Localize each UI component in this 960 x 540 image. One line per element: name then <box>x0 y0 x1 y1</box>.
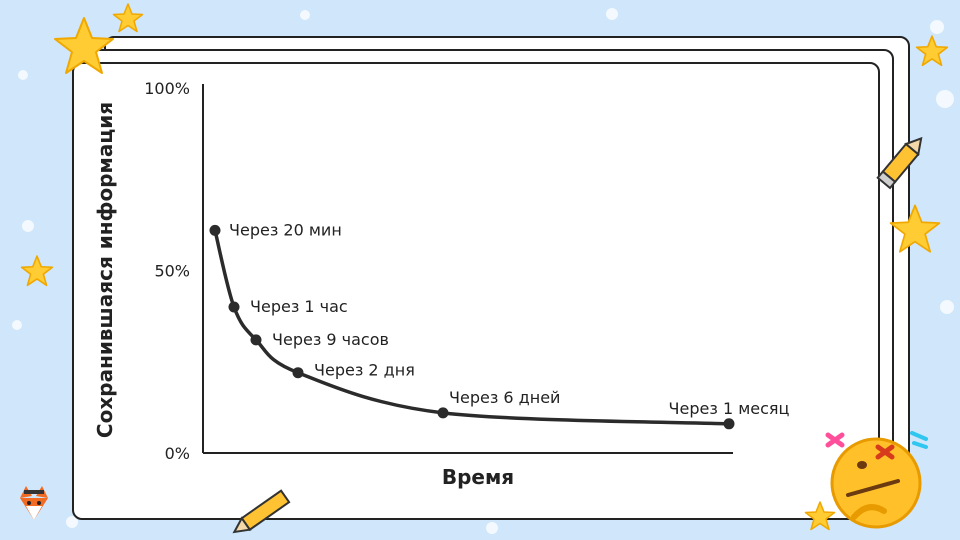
bg-dot <box>12 320 22 330</box>
star-icon <box>915 35 949 67</box>
bg-dot <box>22 220 34 232</box>
data-point-label: Через 20 мин <box>229 220 342 239</box>
bg-dot <box>66 516 78 528</box>
data-point <box>292 367 304 379</box>
pencil-icon <box>232 489 291 534</box>
star-icon <box>804 501 836 531</box>
pencil-icon <box>876 136 923 190</box>
x-axis-label: Время <box>442 465 514 489</box>
bg-dot <box>930 20 944 34</box>
data-point <box>437 407 449 419</box>
data-point-label: Через 6 дней <box>449 388 560 407</box>
confused-emoji-icon <box>825 431 928 529</box>
star-icon <box>889 204 941 253</box>
y-tick-label: 50% <box>154 262 190 281</box>
bg-dot <box>486 522 498 534</box>
bg-dot <box>606 8 618 20</box>
bg-dot <box>18 70 28 80</box>
data-point <box>209 224 221 236</box>
data-point-label: Через 9 часов <box>272 330 389 349</box>
data-point-label: Через 1 месяц <box>669 399 790 418</box>
data-point-label: Через 1 час <box>250 297 348 316</box>
data-point <box>250 334 262 346</box>
bg-dot <box>940 300 954 314</box>
star-icon <box>112 3 144 33</box>
fox-logo-icon <box>20 486 48 520</box>
bg-dot <box>300 10 310 20</box>
y-tick-label: 0% <box>165 444 190 463</box>
data-point <box>228 301 240 313</box>
chart-card <box>72 62 880 520</box>
y-axis-label: Сохранившаяся информация <box>93 102 117 438</box>
data-point-label: Через 2 дня <box>314 361 415 380</box>
bg-dot <box>936 90 954 108</box>
star-icon <box>20 255 54 287</box>
y-tick-label: 100% <box>144 79 190 98</box>
star-icon <box>54 17 114 74</box>
data-point <box>723 418 735 430</box>
